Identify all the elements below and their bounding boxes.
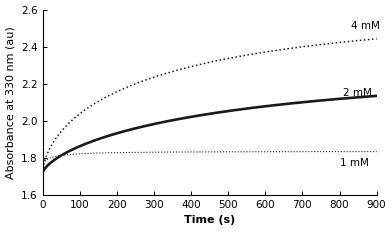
Y-axis label: Absorbance at 330 nm (au): Absorbance at 330 nm (au) xyxy=(5,26,16,179)
Text: 2 mM: 2 mM xyxy=(343,88,372,98)
Text: 1 mM: 1 mM xyxy=(339,158,368,168)
Text: 4 mM: 4 mM xyxy=(351,21,379,31)
X-axis label: Time (s): Time (s) xyxy=(184,216,235,225)
